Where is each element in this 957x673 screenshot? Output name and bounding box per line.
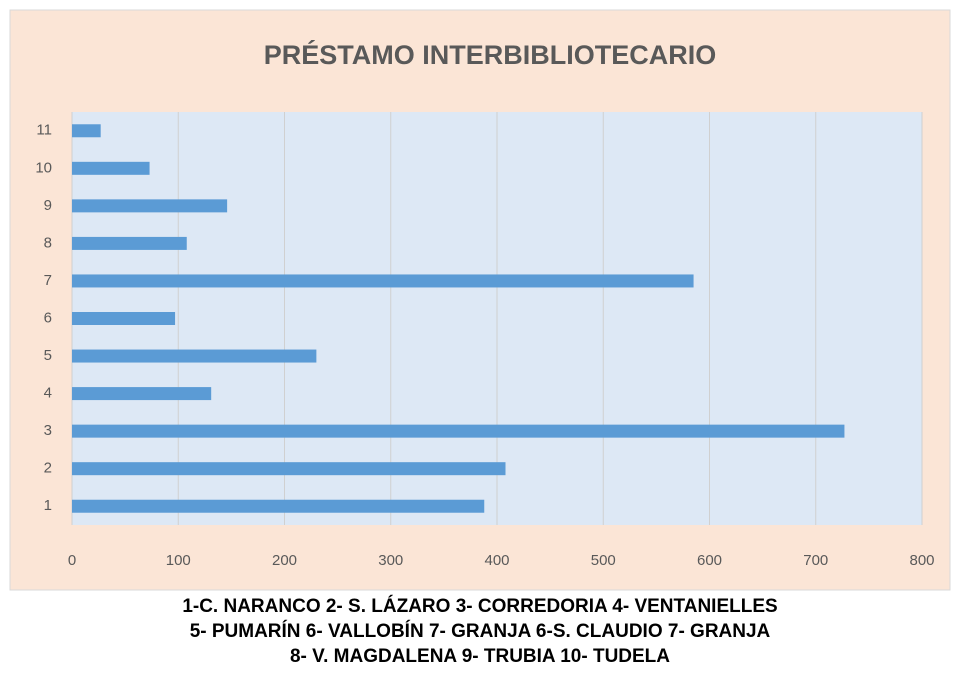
y-tick-label: 10 (35, 159, 52, 176)
caption: 1-C. NARANCO 2- S. LÁZARO 3- CORREDORIA … (182, 595, 777, 617)
y-tick-label: 3 (44, 422, 52, 439)
x-tick-label: 800 (909, 552, 934, 569)
x-tick-label: 100 (166, 552, 191, 569)
y-tick-label: 5 (44, 347, 52, 364)
bar (72, 236, 187, 250)
x-tick-label: 700 (803, 552, 828, 569)
x-tick-label: 500 (591, 552, 616, 569)
y-tick-label: 1 (44, 497, 52, 514)
bar (72, 161, 150, 175)
x-tick-label: 300 (378, 552, 403, 569)
y-tick-label: 4 (44, 385, 52, 402)
bar (72, 124, 101, 138)
x-tick-label: 200 (272, 552, 297, 569)
bar (72, 462, 506, 476)
y-tick-label: 7 (44, 272, 52, 289)
bar (72, 312, 176, 325)
bar (72, 387, 212, 401)
x-tick-label: 600 (697, 552, 722, 569)
y-tick-label: 2 (44, 460, 52, 477)
bar (72, 499, 485, 513)
bar (72, 424, 845, 438)
bar (72, 274, 694, 288)
x-tick-label: 0 (68, 552, 76, 569)
caption: 8- V. MAGDALENA 9- TRUBIA 10- TUDELA (290, 646, 670, 667)
caption: 5- PUMARÍN 6- VALLOBÍN 7- GRANJA 6-S. CL… (190, 620, 771, 642)
bar (72, 349, 317, 363)
y-tick-label: 8 (44, 234, 52, 251)
y-tick-label: 11 (36, 122, 52, 139)
chart-title: PRÉSTAMO INTERBIBLIOTECARIO (264, 39, 717, 70)
y-tick-label: 6 (44, 309, 52, 326)
x-tick-label: 400 (484, 552, 509, 569)
y-tick-label: 9 (44, 197, 52, 214)
bar (72, 199, 228, 213)
